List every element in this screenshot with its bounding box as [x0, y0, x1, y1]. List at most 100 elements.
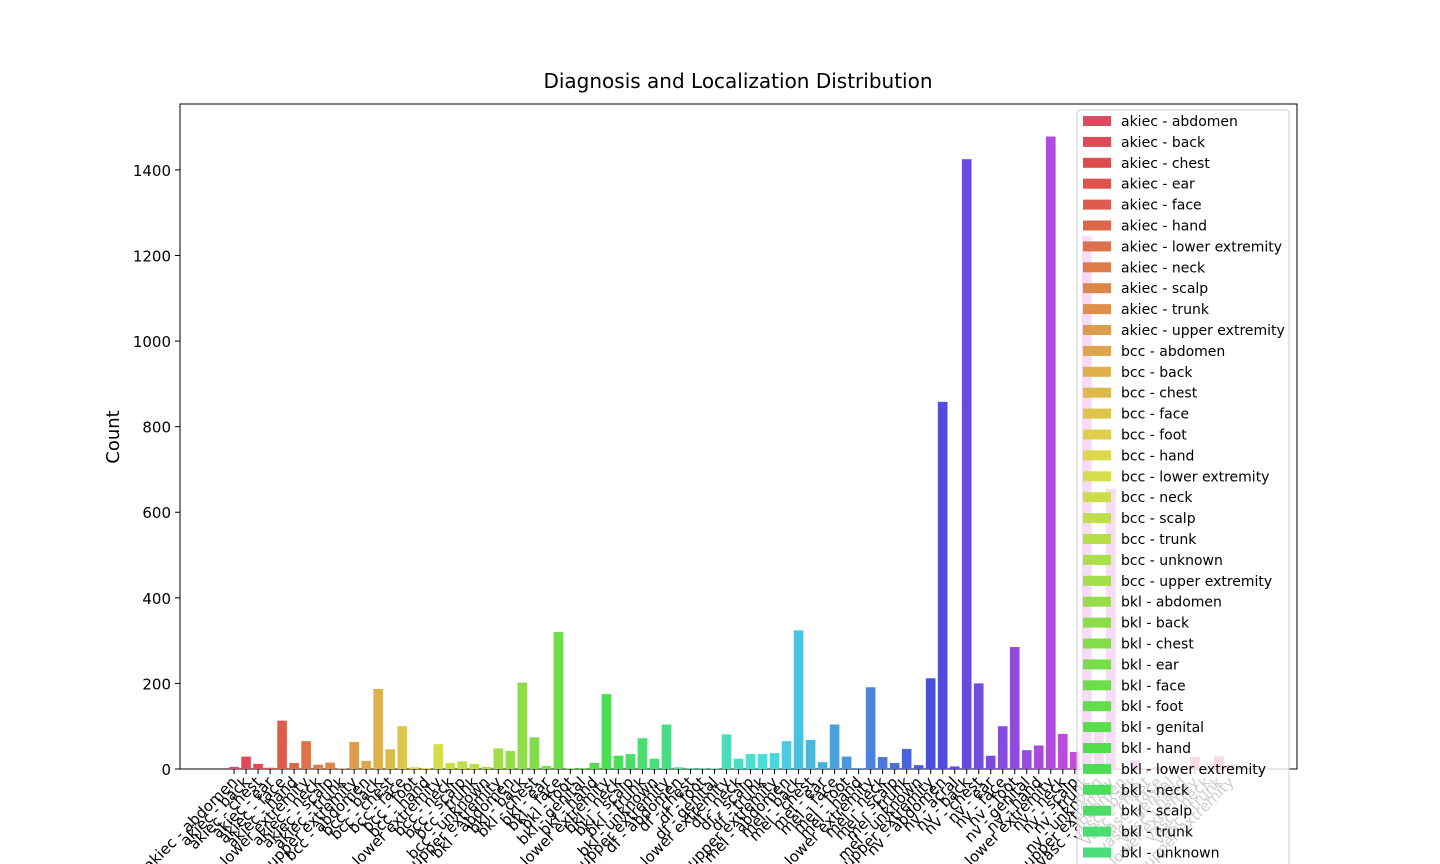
legend-label: akiec - face [1121, 198, 1202, 214]
bar [373, 688, 383, 769]
legend-label: bcc - trunk [1121, 532, 1197, 548]
legend-swatch [1083, 136, 1111, 147]
bar [529, 737, 540, 769]
bar [637, 738, 648, 769]
bar [457, 761, 468, 769]
bar [625, 754, 636, 769]
bar [613, 755, 624, 769]
bar [1009, 647, 1020, 769]
bar [925, 678, 936, 769]
legend-swatch [1083, 283, 1111, 294]
bar [253, 763, 263, 769]
bar [1045, 136, 1056, 769]
legend-swatch [1083, 199, 1111, 210]
bar [817, 762, 828, 769]
bar [733, 758, 744, 769]
legend-label: bcc - unknown [1121, 553, 1223, 569]
bar [445, 763, 456, 769]
legend-label: bkl - unknown [1121, 846, 1219, 862]
legend-swatch [1083, 701, 1111, 712]
legend-label: akiec - hand [1121, 219, 1207, 235]
bar [673, 767, 684, 769]
bar [1057, 733, 1068, 769]
bar [1021, 750, 1032, 769]
legend-label: akiec - neck [1121, 260, 1206, 276]
bar [841, 756, 852, 769]
legend-label: bkl - ear [1121, 657, 1179, 673]
legend-swatch [1083, 116, 1111, 126]
legend-swatch [1083, 743, 1111, 753]
legend-swatch [1083, 617, 1111, 628]
legend-swatch [1083, 638, 1111, 649]
bar [865, 687, 876, 769]
legend-swatch [1083, 722, 1111, 733]
bar [289, 763, 299, 769]
y-axis-label: Count [103, 410, 124, 463]
legend-swatch [1083, 513, 1111, 524]
bar [517, 682, 528, 769]
y-tick-label: 1200 [133, 247, 171, 265]
legend-swatch [1083, 408, 1111, 419]
legend-label: akiec - scalp [1121, 281, 1208, 297]
legend-swatch [1083, 387, 1111, 398]
legend-label: bcc - neck [1121, 490, 1193, 506]
legend-label: bkl - face [1121, 678, 1186, 694]
bar [241, 756, 251, 769]
bar [781, 741, 792, 769]
bar [937, 401, 948, 769]
legend-swatch [1083, 157, 1111, 168]
bar [229, 766, 239, 769]
legend-swatch [1083, 366, 1111, 377]
bar [721, 734, 732, 769]
legend-label: akiec - lower extremity [1121, 239, 1282, 255]
legend-swatch [1083, 450, 1111, 461]
bar [505, 751, 516, 769]
bar [1033, 745, 1044, 769]
bar [325, 762, 335, 769]
bar [541, 766, 552, 769]
y-tick-label: 200 [142, 675, 171, 693]
bar [577, 768, 588, 769]
bar [553, 632, 564, 769]
legend-swatch [1083, 680, 1111, 691]
legend-label: bcc - hand [1121, 448, 1194, 464]
legend-swatch [1083, 575, 1111, 586]
y-tick-label: 1400 [133, 162, 171, 180]
legend-swatch [1083, 847, 1111, 858]
bar [661, 724, 672, 769]
legend-label: bkl - scalp [1121, 804, 1192, 820]
legend-swatch [1083, 826, 1111, 837]
bar [853, 768, 864, 769]
bar [481, 766, 492, 769]
legend-label: bcc - abdomen [1121, 344, 1225, 360]
bar [385, 749, 395, 769]
legend-swatch [1083, 534, 1111, 544]
y-tick-label: 600 [142, 504, 171, 522]
y-tick-label: 1000 [133, 333, 171, 351]
bar [889, 763, 900, 769]
legend-swatch [1083, 304, 1111, 315]
bar [793, 630, 804, 769]
legend-box [1076, 109, 1290, 864]
bar [433, 744, 444, 769]
legend-swatch [1083, 178, 1111, 189]
legend-swatch [1083, 241, 1111, 252]
legend-label: bkl - trunk [1121, 825, 1194, 841]
legend-label: bcc - upper extremity [1121, 574, 1272, 590]
bar [313, 764, 323, 769]
legend-label: akiec - back [1121, 135, 1206, 151]
bar [361, 760, 371, 769]
legend-label: akiec - upper extremity [1121, 323, 1285, 339]
bar [901, 748, 912, 769]
legend-label: bkl - genital [1121, 720, 1204, 736]
legend-swatch [1083, 492, 1111, 503]
bar [961, 159, 972, 769]
legend-label: akiec - trunk [1121, 302, 1210, 318]
y-tick-label: 0 [161, 761, 171, 779]
bar [757, 754, 768, 769]
bar [697, 768, 708, 769]
bar [913, 765, 924, 769]
legend-label: bkl - foot [1121, 699, 1184, 715]
legend-swatch [1083, 325, 1111, 335]
y-tick-label: 400 [142, 590, 171, 608]
